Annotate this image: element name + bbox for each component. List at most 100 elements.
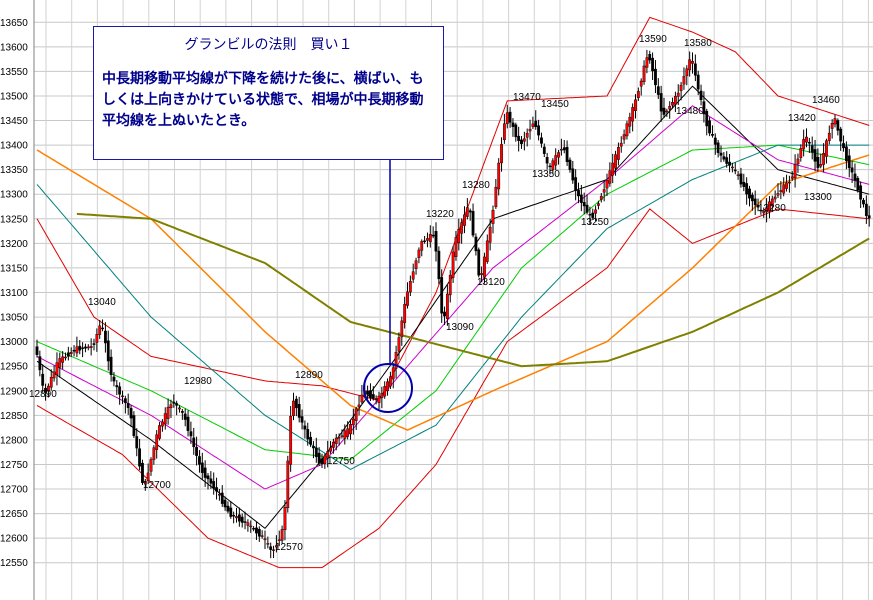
candle-body [391,367,395,380]
candle-body [200,462,204,473]
price-label: 12980 [184,376,212,387]
y-tick-label: 13250 [0,214,28,225]
candle-body [349,423,352,435]
candle-body [756,204,760,208]
candle-body [599,195,603,200]
candle-body [617,147,620,160]
candle-body [121,395,124,398]
candle-body [38,356,42,371]
candle-body [651,57,655,72]
candle-body [434,231,438,252]
candle-body [269,546,273,550]
annotation-box: グランビルの法則 買い１ 中長期移動平均線が下降を続けた後に、横ばい、もしくは上… [93,26,444,160]
y-tick-label: 13650 [0,18,28,29]
y-tick-label: 12850 [0,411,28,422]
candle-body [770,198,774,207]
candle-body [115,385,119,388]
candle-body [440,277,444,314]
candle-body [64,356,67,359]
candle-body [451,251,455,278]
candle-body [545,157,549,164]
candle-body [320,458,324,465]
candle-body [135,436,139,449]
candle-body [853,173,857,181]
candle-body [403,303,407,323]
candle-body [448,274,452,296]
candle-body [682,76,686,85]
candle-body [297,403,301,418]
y-tick-label: 13350 [0,165,28,176]
candle-body [807,141,811,144]
candle-body [141,462,144,483]
candle-body [183,413,187,420]
candle-body [129,407,133,419]
candle-body [733,169,737,172]
candle-body [292,400,295,416]
price-label: 13280 [462,180,490,191]
candle-body [52,371,56,379]
candle-body [309,436,312,445]
candle-body [731,166,734,169]
y-tick-label: 12900 [0,386,28,397]
candle-body [275,545,278,548]
candle-body [226,505,230,512]
candle-body [579,194,583,203]
candle-body [178,407,181,410]
candle-body [243,521,247,523]
candle-body [232,514,236,517]
candle-body [374,398,378,400]
candle-body [41,373,45,386]
y-tick-label: 12650 [0,509,28,520]
price-label: 13420 [788,113,816,124]
y-tick-label: 12750 [0,460,28,471]
candle-body [753,198,757,206]
candle-body [799,148,803,158]
candle-body [255,527,258,534]
candle-body [417,249,421,258]
candle-body [209,478,213,484]
candle-body [862,199,865,205]
price-label: 13350 [532,169,560,180]
price-label: 12890 [29,389,57,400]
candle-body [842,143,845,149]
candle-body [765,207,769,213]
candle-body [488,226,492,243]
price-label: 13220 [426,209,454,220]
callout-marker [363,160,413,413]
candle-body [155,434,159,450]
candle-body [839,128,843,142]
candle-body [631,107,635,122]
candle-body [431,234,435,237]
candle-body [574,177,578,191]
candle-body [84,346,87,349]
candle-body [494,186,498,208]
y-tick-label: 13400 [0,141,28,152]
candle-body [739,173,743,185]
candle-body [72,349,76,352]
price-label: 12700 [143,480,171,491]
candle-body [312,446,315,449]
candle-body [748,188,751,199]
candle-body [138,448,141,467]
candle-body [89,346,93,348]
candle-body [505,112,509,125]
candle-body [614,154,617,169]
candle-body [656,86,660,95]
candle-body [112,376,116,382]
candle-body [813,149,817,162]
candle-body [235,516,238,519]
candle-body [360,394,364,403]
candle-body [389,376,392,387]
candle-body [66,352,70,357]
candle-body [582,202,586,207]
candle-body [366,390,369,395]
price-label: 13250 [581,217,609,228]
candle-body [61,356,65,363]
candle-body [377,395,381,403]
candle-body [158,425,161,439]
candle-body [343,430,347,439]
candle-body [833,118,837,125]
candle-body [665,110,669,113]
candle-body [636,91,640,98]
candle-body [272,549,275,551]
